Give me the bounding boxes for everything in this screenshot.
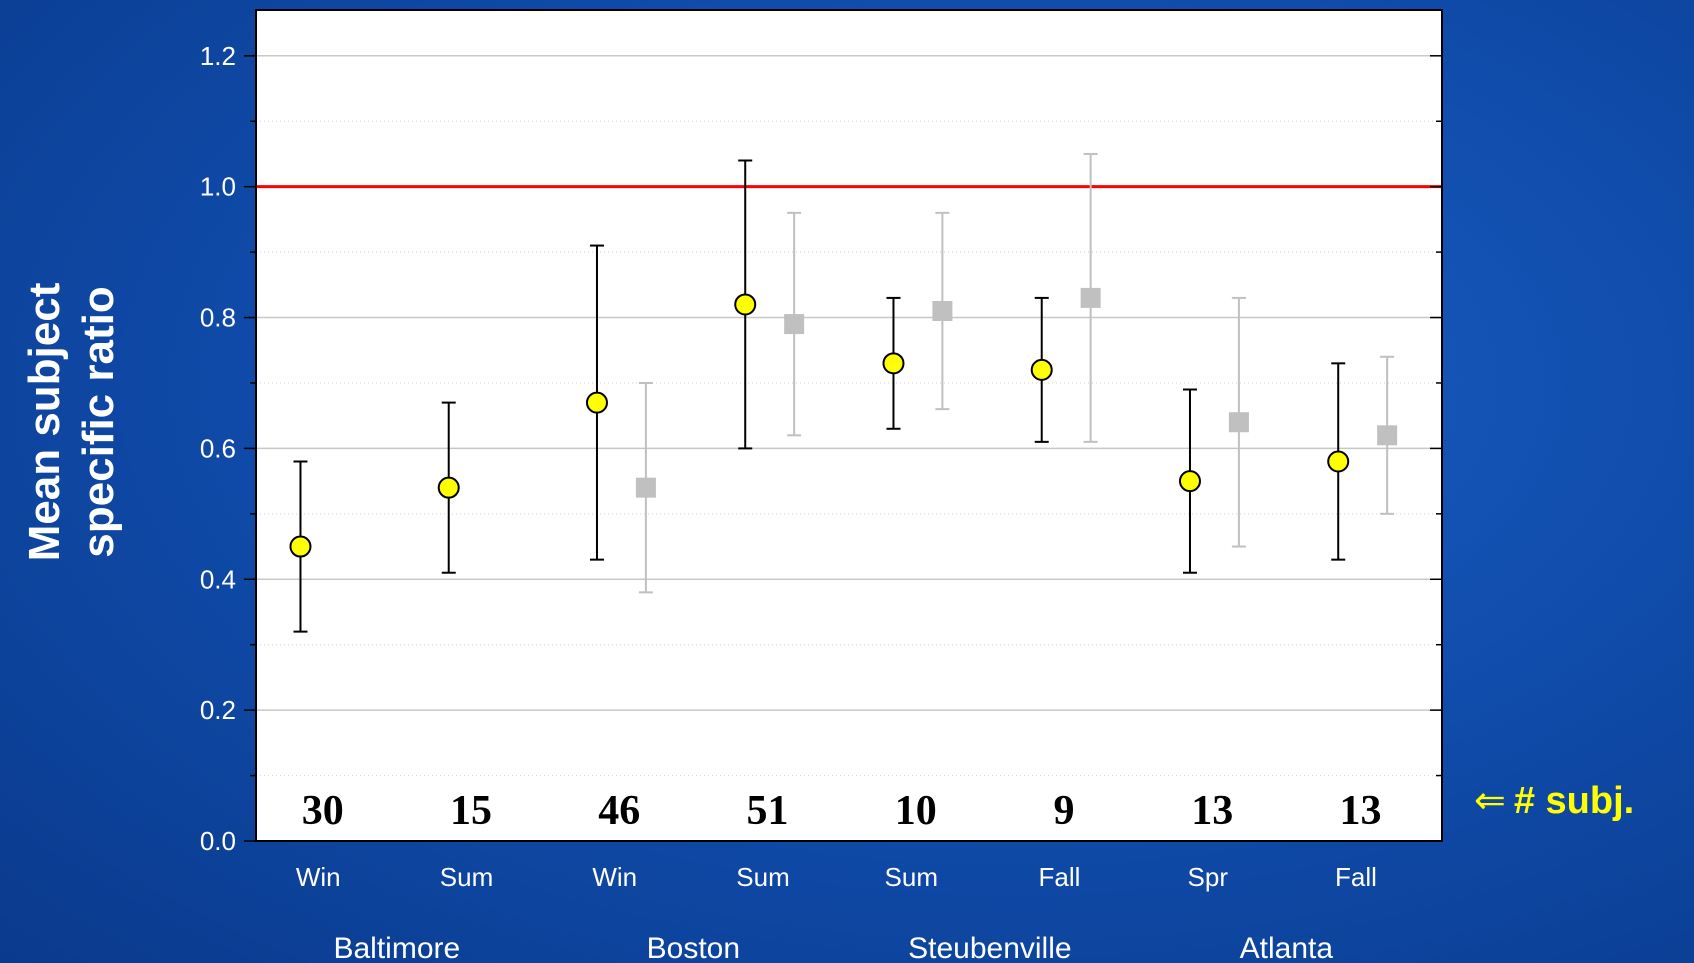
subject-count: 51 <box>746 788 788 834</box>
left-arrow-icon: ⇐ <box>1474 778 1506 822</box>
y-tick-label: 1.2 <box>200 41 236 71</box>
square-marker <box>635 477 656 498</box>
y-tick-label: 0.4 <box>200 564 236 594</box>
x-tick-label-season: Fall <box>1039 862 1081 892</box>
y-tick-label: 0.0 <box>200 826 236 856</box>
y-tick-label: 0.2 <box>200 695 236 725</box>
y-tick-label: 0.8 <box>200 303 236 333</box>
plot-area <box>256 10 1442 841</box>
subject-count-note: ⇐ # subj. <box>1474 778 1634 823</box>
square-marker <box>784 314 805 335</box>
x-tick-label-season: Win <box>296 862 341 892</box>
square-marker <box>932 300 953 321</box>
subject-count-label: # subj. <box>1513 780 1635 822</box>
y-tick-label: 0.6 <box>200 433 236 463</box>
circle-marker <box>289 535 312 558</box>
x-tick-label-season: Win <box>592 862 637 892</box>
circle-marker <box>734 293 757 316</box>
x-tick-label-season: Spr <box>1188 862 1229 892</box>
square-marker <box>1228 412 1249 433</box>
circle-marker <box>882 352 905 375</box>
y-axis-label-line-2: specific ratio <box>74 286 123 558</box>
x-group-label-city: Boston <box>647 932 740 963</box>
y-axis-label-line-1: Mean subject <box>20 282 69 562</box>
circle-marker <box>585 391 608 414</box>
x-group-label-city: Baltimore <box>333 932 460 963</box>
x-tick-label-season: Sum <box>736 862 789 892</box>
subject-count: 9 <box>1053 788 1074 834</box>
subject-count: 10 <box>895 788 937 834</box>
square-marker <box>1377 425 1398 446</box>
y-tick-label: 1.0 <box>200 172 236 202</box>
subject-count: 15 <box>450 788 492 834</box>
circle-marker <box>1327 450 1350 473</box>
x-group-label-city: Steubenville <box>908 932 1071 963</box>
plot-border <box>255 9 1443 842</box>
x-tick-label-season: Sum <box>440 862 493 892</box>
circle-marker <box>437 476 460 499</box>
x-group-label-city: Atlanta <box>1240 932 1334 963</box>
circle-marker <box>1178 470 1201 493</box>
square-marker <box>1080 287 1101 308</box>
circle-marker <box>1030 358 1053 381</box>
subject-count: 13 <box>1339 788 1381 834</box>
y-axis-label: Mean subject specific ratio <box>18 283 126 562</box>
subject-count: 30 <box>302 788 344 834</box>
x-tick-label-season: Sum <box>885 862 938 892</box>
subject-count: 46 <box>598 788 640 834</box>
subject-count: 13 <box>1191 788 1233 834</box>
x-tick-label-season: Fall <box>1335 862 1377 892</box>
